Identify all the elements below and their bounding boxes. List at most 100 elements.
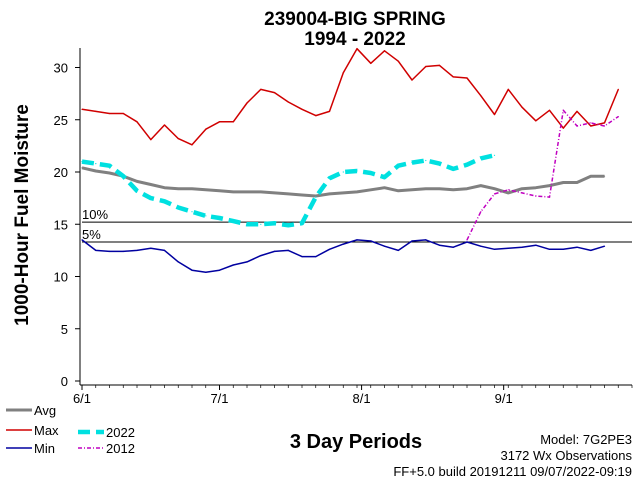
data-point — [191, 211, 193, 213]
data-point — [480, 211, 482, 213]
data-point — [342, 192, 344, 194]
data-point — [397, 60, 399, 62]
data-point — [287, 101, 289, 103]
data-point — [590, 125, 592, 127]
y-axis-ticks: 0 5 10 15 20 25 30 — [54, 61, 80, 389]
data-point — [205, 189, 207, 191]
data-point — [397, 249, 399, 251]
data-point — [81, 161, 83, 163]
legend-item-min: Min — [6, 441, 55, 456]
data-point — [411, 79, 413, 81]
data-point — [273, 192, 276, 194]
reference-line-label: 5% — [82, 227, 101, 242]
data-point — [301, 108, 303, 110]
data-point — [562, 181, 564, 184]
data-point — [356, 170, 358, 172]
reference-lines: 10%5% — [82, 207, 632, 243]
x-tick-label: 8/1 — [353, 391, 371, 406]
data-point — [246, 191, 248, 193]
legend-label: 2022 — [106, 425, 135, 440]
data-point — [576, 125, 578, 127]
data-point — [150, 197, 152, 199]
data-point — [328, 110, 331, 112]
data-point — [122, 112, 124, 115]
data-point — [452, 189, 454, 191]
data-point — [191, 269, 193, 271]
data-point — [562, 248, 564, 250]
data-point — [108, 172, 111, 174]
legend-label: Min — [34, 441, 55, 456]
data-point — [81, 108, 83, 110]
data-point — [480, 95, 482, 97]
y-tick-label: 30 — [54, 61, 68, 76]
data-point — [108, 165, 111, 167]
data-point — [260, 223, 262, 225]
data-point — [342, 243, 344, 245]
data-point — [548, 185, 551, 187]
data-point — [356, 191, 358, 193]
data-point — [191, 188, 193, 190]
data-point — [315, 195, 317, 197]
data-point — [438, 64, 441, 66]
legend-label: 2012 — [106, 441, 135, 456]
data-point — [301, 194, 303, 196]
data-point — [603, 125, 606, 127]
data-point — [218, 190, 221, 192]
data-point — [411, 189, 413, 191]
data-point — [493, 188, 496, 190]
data-point — [535, 187, 537, 189]
data-point — [535, 244, 537, 246]
data-point — [218, 217, 221, 219]
data-point — [95, 170, 97, 172]
data-point — [493, 193, 496, 195]
data-point — [507, 88, 509, 90]
data-point — [356, 48, 358, 50]
y-tick-label: 0 — [61, 374, 68, 389]
data-point — [548, 196, 551, 198]
data-point — [122, 250, 124, 252]
x-tick-label: 9/1 — [495, 391, 513, 406]
data-point — [383, 187, 386, 189]
footer-build: FF+5.0 build 20191211 09/07/2022-09:19 — [393, 464, 632, 479]
data-point — [260, 88, 262, 90]
data-point — [411, 162, 413, 164]
data-point — [535, 120, 537, 122]
data-point — [108, 250, 111, 252]
data-point — [150, 139, 152, 141]
data-point — [163, 249, 166, 251]
data-point — [438, 188, 441, 190]
legend-label: Max — [34, 423, 59, 438]
legend-item-max: Max — [6, 423, 59, 438]
data-point — [603, 122, 606, 124]
series-max — [81, 47, 619, 146]
data-point — [232, 191, 234, 193]
data-point — [273, 222, 276, 224]
data-point — [603, 175, 606, 177]
data-point — [191, 144, 193, 146]
legend-item-avg: Avg — [6, 403, 56, 418]
data-point — [150, 183, 152, 186]
data-point — [342, 171, 344, 173]
x-axis-ticks: 6/1 7/1 8/1 9/1 — [73, 385, 633, 406]
data-point — [466, 239, 468, 241]
data-point — [163, 200, 166, 202]
data-point — [232, 264, 234, 266]
data-point — [507, 247, 509, 249]
x-tick-label: 7/1 — [210, 391, 228, 406]
data-point — [521, 188, 523, 190]
data-point — [370, 189, 372, 191]
data-point — [301, 222, 303, 224]
data-point — [617, 116, 619, 118]
chart-title: 239004-BIG SPRING — [264, 9, 446, 30]
data-point — [480, 157, 482, 159]
data-point — [370, 240, 372, 242]
data-point — [397, 190, 399, 192]
data-point — [356, 239, 358, 241]
data-point — [177, 261, 179, 263]
data-point — [301, 256, 303, 258]
data-point — [562, 109, 564, 111]
data-point — [122, 175, 124, 177]
data-point — [260, 191, 262, 193]
series-2012 — [466, 109, 619, 241]
